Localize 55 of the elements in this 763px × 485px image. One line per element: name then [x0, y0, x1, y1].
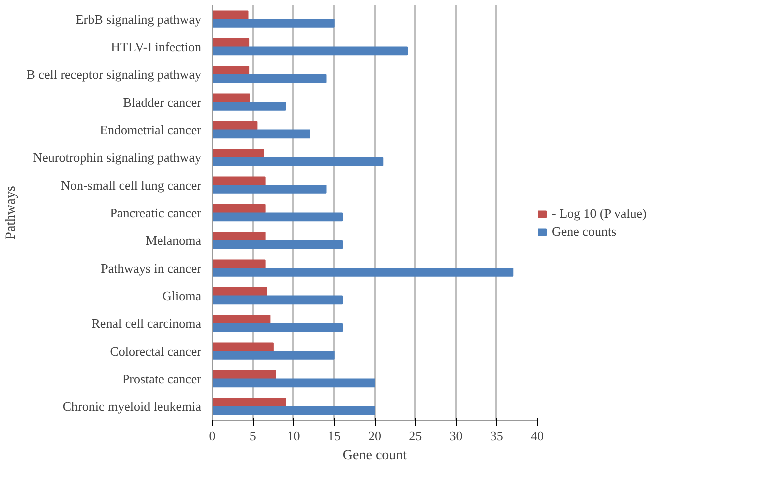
bar: [212, 66, 250, 75]
y-tick-label: HTLV-I infection: [111, 40, 202, 54]
x-tick-label: 5: [250, 428, 256, 444]
bar: [212, 406, 376, 416]
bar: [212, 185, 327, 194]
x-axis-title: Gene count: [342, 448, 408, 464]
bar: [212, 46, 408, 56]
x-tick-label: 10: [287, 428, 300, 444]
x-tick-label: 35: [490, 428, 504, 444]
y-tick-label: Renal cell carcinoma: [92, 316, 202, 332]
bar: [212, 94, 250, 103]
x-tick-label: 0: [209, 428, 216, 444]
bar: [212, 398, 286, 407]
x-tick-label: 20: [368, 428, 382, 444]
bar: [212, 212, 343, 222]
bar: [212, 10, 249, 20]
bar: [212, 176, 266, 186]
bar: [212, 315, 271, 324]
bar: [212, 232, 266, 241]
bar: [212, 19, 335, 28]
y-axis-title: Pathways: [4, 186, 19, 240]
y-tick-label: Glioma: [162, 288, 202, 304]
bar: [212, 130, 310, 139]
y-tick-label: Prostate cancer: [122, 372, 202, 386]
bar: [212, 102, 286, 111]
y-tick-label: Neurotrophin signaling pathway: [33, 150, 202, 166]
x-tick-label: 15: [328, 428, 341, 444]
bar: [212, 157, 384, 166]
y-tick-label: Endometrial cancer: [100, 122, 202, 138]
y-tick-label: Colorectal cancer: [110, 344, 202, 359]
bar: [212, 296, 343, 305]
legend-label: - Log 10 (P value): [552, 206, 647, 222]
bar: [212, 268, 514, 277]
bar: [212, 260, 266, 269]
y-tick-label: Pancreatic cancer: [110, 206, 202, 220]
bar: [212, 378, 376, 388]
y-tick-label: Melanoma: [146, 233, 202, 248]
bar: [212, 370, 276, 380]
y-tick-label: B cell receptor signaling pathway: [26, 67, 202, 82]
y-tick-label: ErbB signaling pathway: [76, 12, 202, 27]
x-tick-label: 25: [409, 428, 422, 444]
bar: [212, 204, 266, 214]
bar: [212, 323, 343, 332]
y-tick-label: Chronic myeloid leukemia: [62, 399, 202, 414]
bar: [212, 240, 343, 250]
bar: [212, 342, 274, 352]
y-tick-label: Bladder cancer: [123, 94, 202, 110]
bar: [212, 74, 327, 84]
bar: [212, 149, 264, 158]
y-tick-label: Non-small cell lung cancer: [61, 178, 202, 193]
legend-label: Gene counts: [552, 224, 617, 240]
y-tick-label: Pathways in cancer: [101, 260, 202, 276]
bar: [212, 351, 335, 360]
x-tick-label: 40: [531, 428, 544, 444]
x-tick-label: 30: [450, 428, 463, 444]
